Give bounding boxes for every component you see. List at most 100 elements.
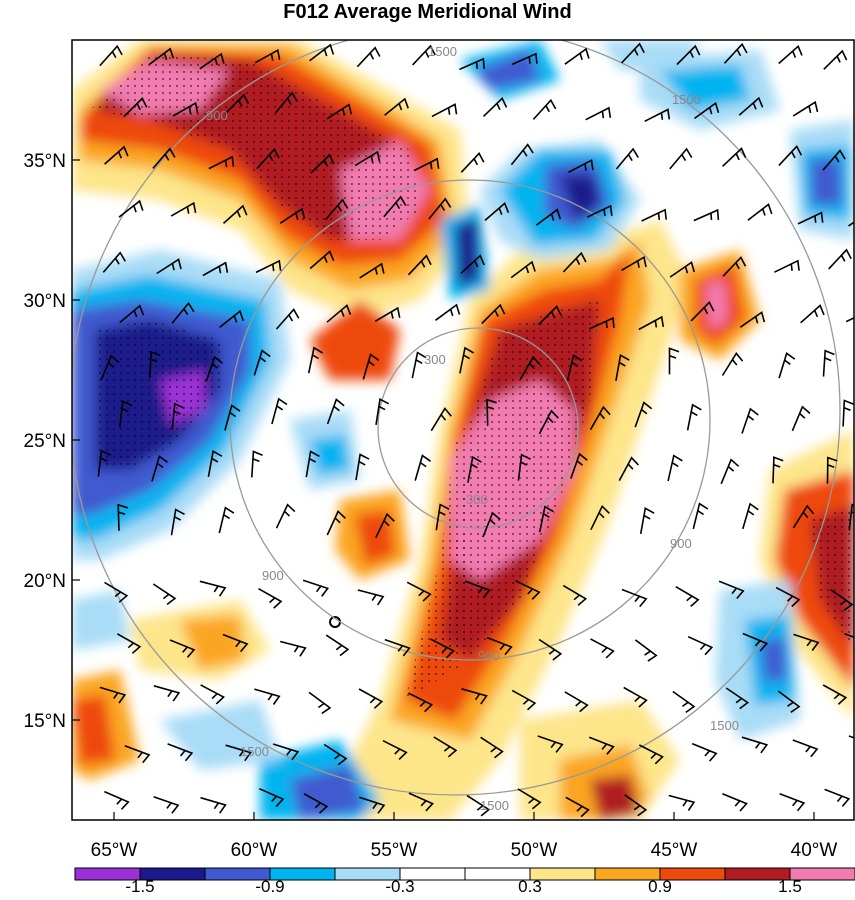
colorbar-label: -1.5 (125, 877, 154, 896)
ring-label: 900 (478, 648, 500, 663)
wind-barb (149, 350, 161, 378)
wind-barb (430, 638, 455, 659)
wind-barb (151, 455, 168, 482)
wind-barb (779, 792, 806, 812)
wind-barb (741, 736, 769, 754)
wind-barb (590, 504, 610, 531)
lon-label: 45°W (651, 840, 698, 861)
wind-barb (118, 199, 144, 218)
wind-barb (222, 633, 249, 653)
wind-barb (844, 632, 854, 639)
wind-barb (97, 449, 111, 477)
wind-barb (117, 503, 129, 531)
wind-barb (623, 686, 648, 708)
wind-barb (624, 794, 648, 817)
wind-barb (354, 150, 381, 167)
lat-labels: 35°N 30°N 25°N 20°N 15°N (24, 151, 66, 732)
wind-barb (156, 258, 182, 275)
wind-barb (538, 409, 559, 435)
wind-barb (565, 796, 590, 818)
wind-barb (172, 101, 199, 117)
wind-barb (362, 353, 380, 380)
wind-barb (279, 207, 306, 224)
wind-barb (254, 688, 281, 705)
wind-barb (256, 148, 280, 170)
wind-barb (302, 579, 330, 597)
wind-barb (691, 742, 718, 762)
wind-barb (123, 97, 148, 118)
lat-label: 25°N (24, 431, 66, 452)
wind-barb (848, 503, 854, 531)
wind-barb (99, 686, 127, 704)
wind-barb (406, 581, 432, 602)
wind-barb (694, 101, 720, 120)
wind-barb (254, 48, 281, 64)
wind-barb (585, 106, 612, 121)
wind-barb (797, 211, 824, 225)
lon-label: 50°W (511, 840, 558, 861)
wind-barb (271, 397, 288, 425)
wind-barb (747, 203, 773, 221)
wind-barb (100, 354, 120, 381)
wind-barb (517, 788, 542, 810)
wind-barb (676, 44, 701, 66)
wind-barb (148, 47, 175, 66)
wind-barb (621, 588, 648, 608)
wind-barb (778, 44, 803, 65)
wind-barb (511, 52, 538, 66)
stipple-overlay (90, 55, 854, 700)
wind-barb (537, 305, 562, 326)
wind-barb (153, 795, 180, 814)
wind-barb (225, 744, 252, 762)
wind-barb (326, 103, 353, 120)
wind-barb (205, 355, 223, 382)
wind-barb (323, 743, 348, 766)
wind-barb (119, 304, 145, 324)
ring-label: 1500 (710, 718, 739, 733)
wind-barb (412, 44, 436, 66)
wind-barb (720, 458, 740, 485)
wind-barb (777, 690, 801, 713)
wind-barb (793, 633, 820, 651)
wind-barb (199, 52, 225, 70)
wind-barb (375, 512, 395, 539)
wind-barb (791, 405, 811, 432)
colorbar-labels: -1.5 -0.9 -0.3 0.3 0.9 1.5 (125, 877, 801, 896)
plot-frame (71, 39, 855, 821)
wind-barb (325, 198, 349, 221)
wind-barb (722, 256, 747, 277)
lat-label: 35°N (24, 151, 66, 172)
wind-barb (466, 794, 491, 817)
wind-barb (775, 586, 801, 608)
wind-barb (634, 639, 658, 662)
wind-barb (258, 588, 283, 609)
wind-barb (104, 145, 129, 165)
lat-axis (72, 159, 80, 721)
wind-barb (667, 454, 683, 482)
wind-barb (303, 793, 329, 814)
wind-barb (430, 407, 452, 432)
wind-barb (792, 739, 819, 758)
ring-label: 300 (424, 352, 446, 367)
wind-barb (152, 147, 176, 169)
wind-barb (588, 736, 615, 755)
wind-barb (486, 636, 513, 656)
lon-axis (113, 812, 815, 820)
wind-barb (641, 208, 667, 222)
lon-label: 60°W (231, 840, 278, 861)
colorbar-label: -0.3 (385, 877, 414, 896)
wind-barb (589, 405, 611, 431)
wind-barb (842, 399, 854, 427)
wind-barb (639, 507, 655, 535)
wind-barb (672, 690, 696, 714)
wind-barb (309, 43, 335, 62)
wind-barb (102, 251, 126, 273)
ring-label: 1500 (480, 798, 509, 813)
wind-barb (467, 455, 482, 483)
wind-barb (307, 346, 324, 374)
wind-barb (408, 792, 434, 812)
wind-barb (207, 450, 223, 478)
wind-barb (822, 349, 835, 377)
wind-barb (251, 450, 263, 478)
